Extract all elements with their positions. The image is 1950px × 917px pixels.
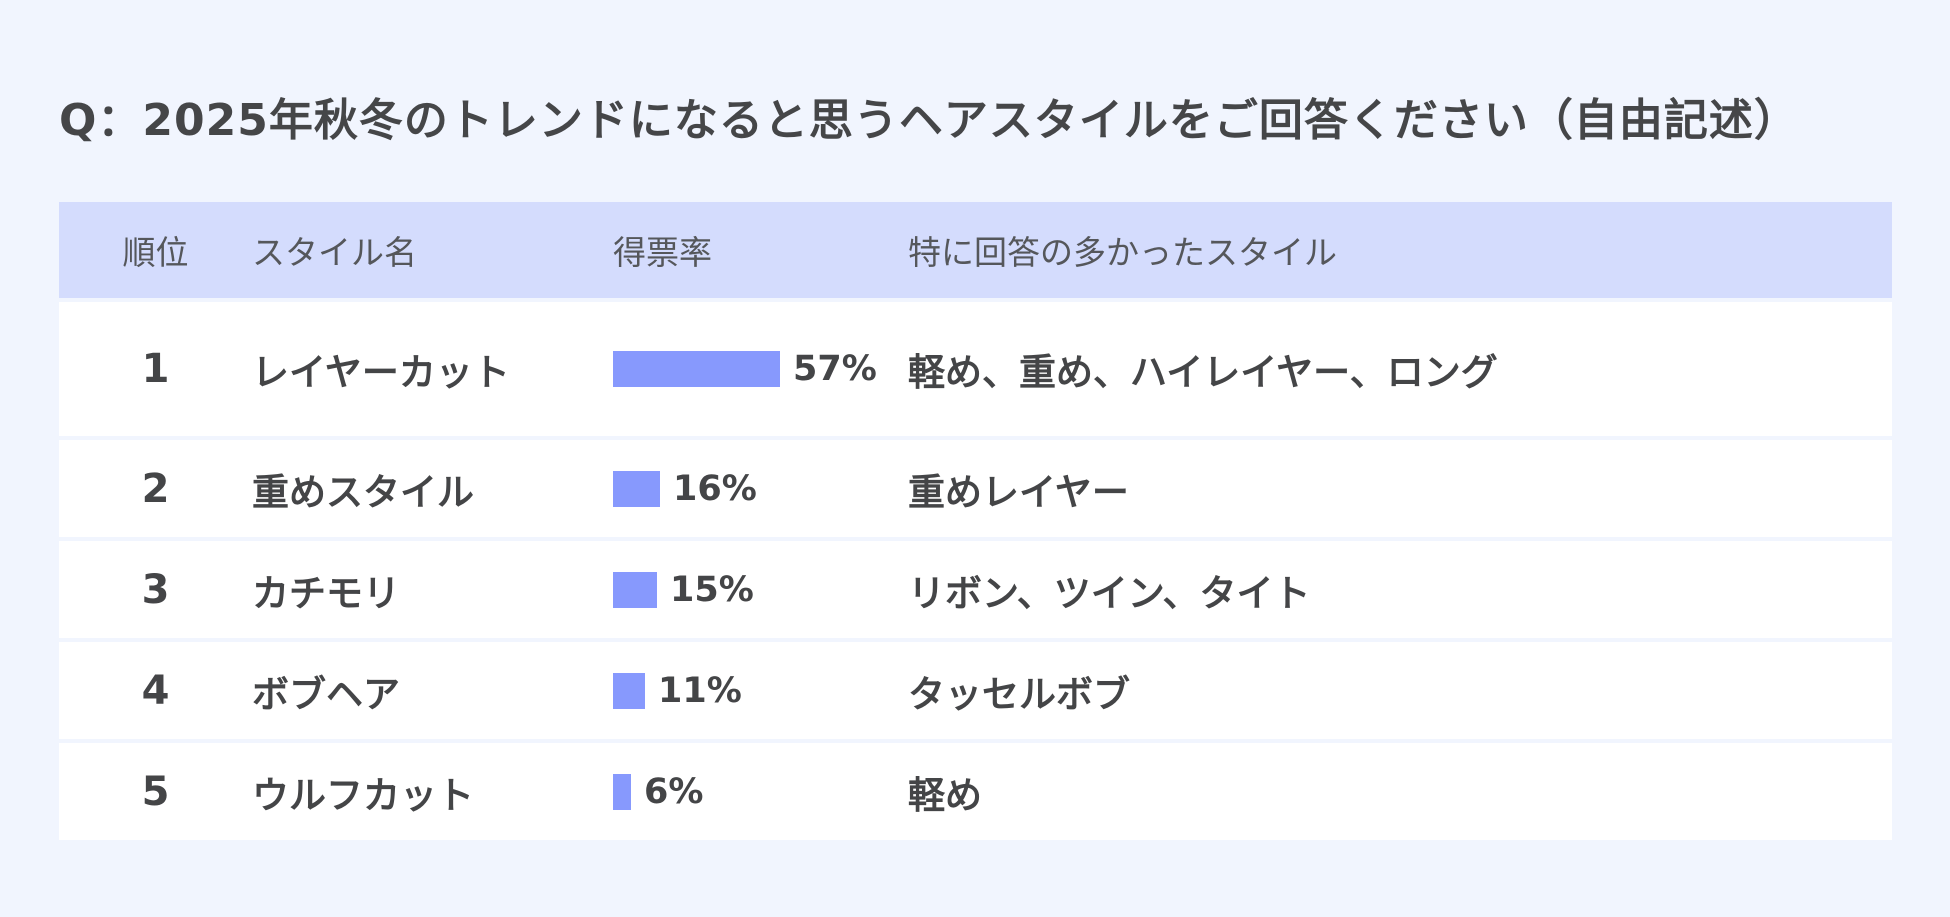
table-body: 1 レイヤーカット 57% 軽め、重め、ハイレイヤー、ロング 2 重めスタイル 16% 重めレ… [59, 302, 1892, 840]
header-detail: 特に回答の多かったスタイル [908, 233, 1337, 272]
rate-label: 11% [658, 670, 742, 711]
style-name-cell: ウルフカット [252, 773, 474, 817]
table-row: 2 重めスタイル 16% 重めレイヤー [59, 440, 1892, 541]
ranking-table: 順位 スタイル名 得票率 特に回答の多かったスタイル 1 レイヤーカット 57% 軽め… [59, 202, 1892, 840]
rate-cell: 15% [613, 570, 908, 610]
rank-cell: 4 [141, 667, 170, 714]
style-name-cell: レイヤーカット [252, 351, 510, 394]
table-row: 4 ボブヘア 11% タッセルボブ [59, 642, 1892, 743]
header-rate: 得票率 [613, 233, 712, 272]
rate-bar [613, 571, 657, 608]
style-name-cell: ボブヘア [252, 672, 400, 716]
detail-cell: タッセルボブ [908, 672, 1130, 716]
table-row: 5 ウルフカット 6% 軽め [59, 743, 1892, 840]
rate-label: 6% [644, 771, 704, 812]
page-title: Q：2025年秋冬のトレンドになると思うヘアスタイルをご回答ください（自由記述） [59, 95, 1799, 146]
rate-cell: 16% [613, 469, 908, 509]
detail-cell: 軽め、重め、ハイレイヤー、ロング [908, 351, 1498, 394]
rate-label: 57% [793, 349, 877, 389]
rank-cell: 1 [141, 346, 170, 392]
table-header: 順位 スタイル名 得票率 特に回答の多かったスタイル [59, 202, 1892, 302]
rate-cell: 6% [613, 772, 908, 812]
rank-cell: 5 [141, 768, 170, 815]
header-rank: 順位 [122, 233, 189, 272]
style-name-cell: カチモリ [252, 571, 400, 615]
rate-bar [613, 351, 780, 387]
rate-cell: 11% [613, 671, 908, 711]
rate-bar [613, 773, 631, 810]
table-row: 1 レイヤーカット 57% 軽め、重め、ハイレイヤー、ロング [59, 302, 1892, 440]
detail-cell: 重めレイヤー [908, 470, 1129, 514]
rank-cell: 2 [141, 465, 170, 512]
table-row: 3 カチモリ 15% リボン、ツイン、タイト [59, 541, 1892, 642]
rate-bar [613, 470, 660, 507]
rate-cell: 57% [613, 349, 908, 389]
rate-label: 15% [670, 569, 754, 610]
detail-cell: リボン、ツイン、タイト [908, 571, 1311, 615]
style-name-cell: 重めスタイル [252, 470, 474, 514]
detail-cell: 軽め [908, 773, 982, 817]
rank-cell: 3 [141, 566, 170, 613]
rate-bar [613, 672, 645, 709]
rate-label: 16% [673, 468, 757, 509]
header-style: スタイル名 [252, 233, 417, 272]
